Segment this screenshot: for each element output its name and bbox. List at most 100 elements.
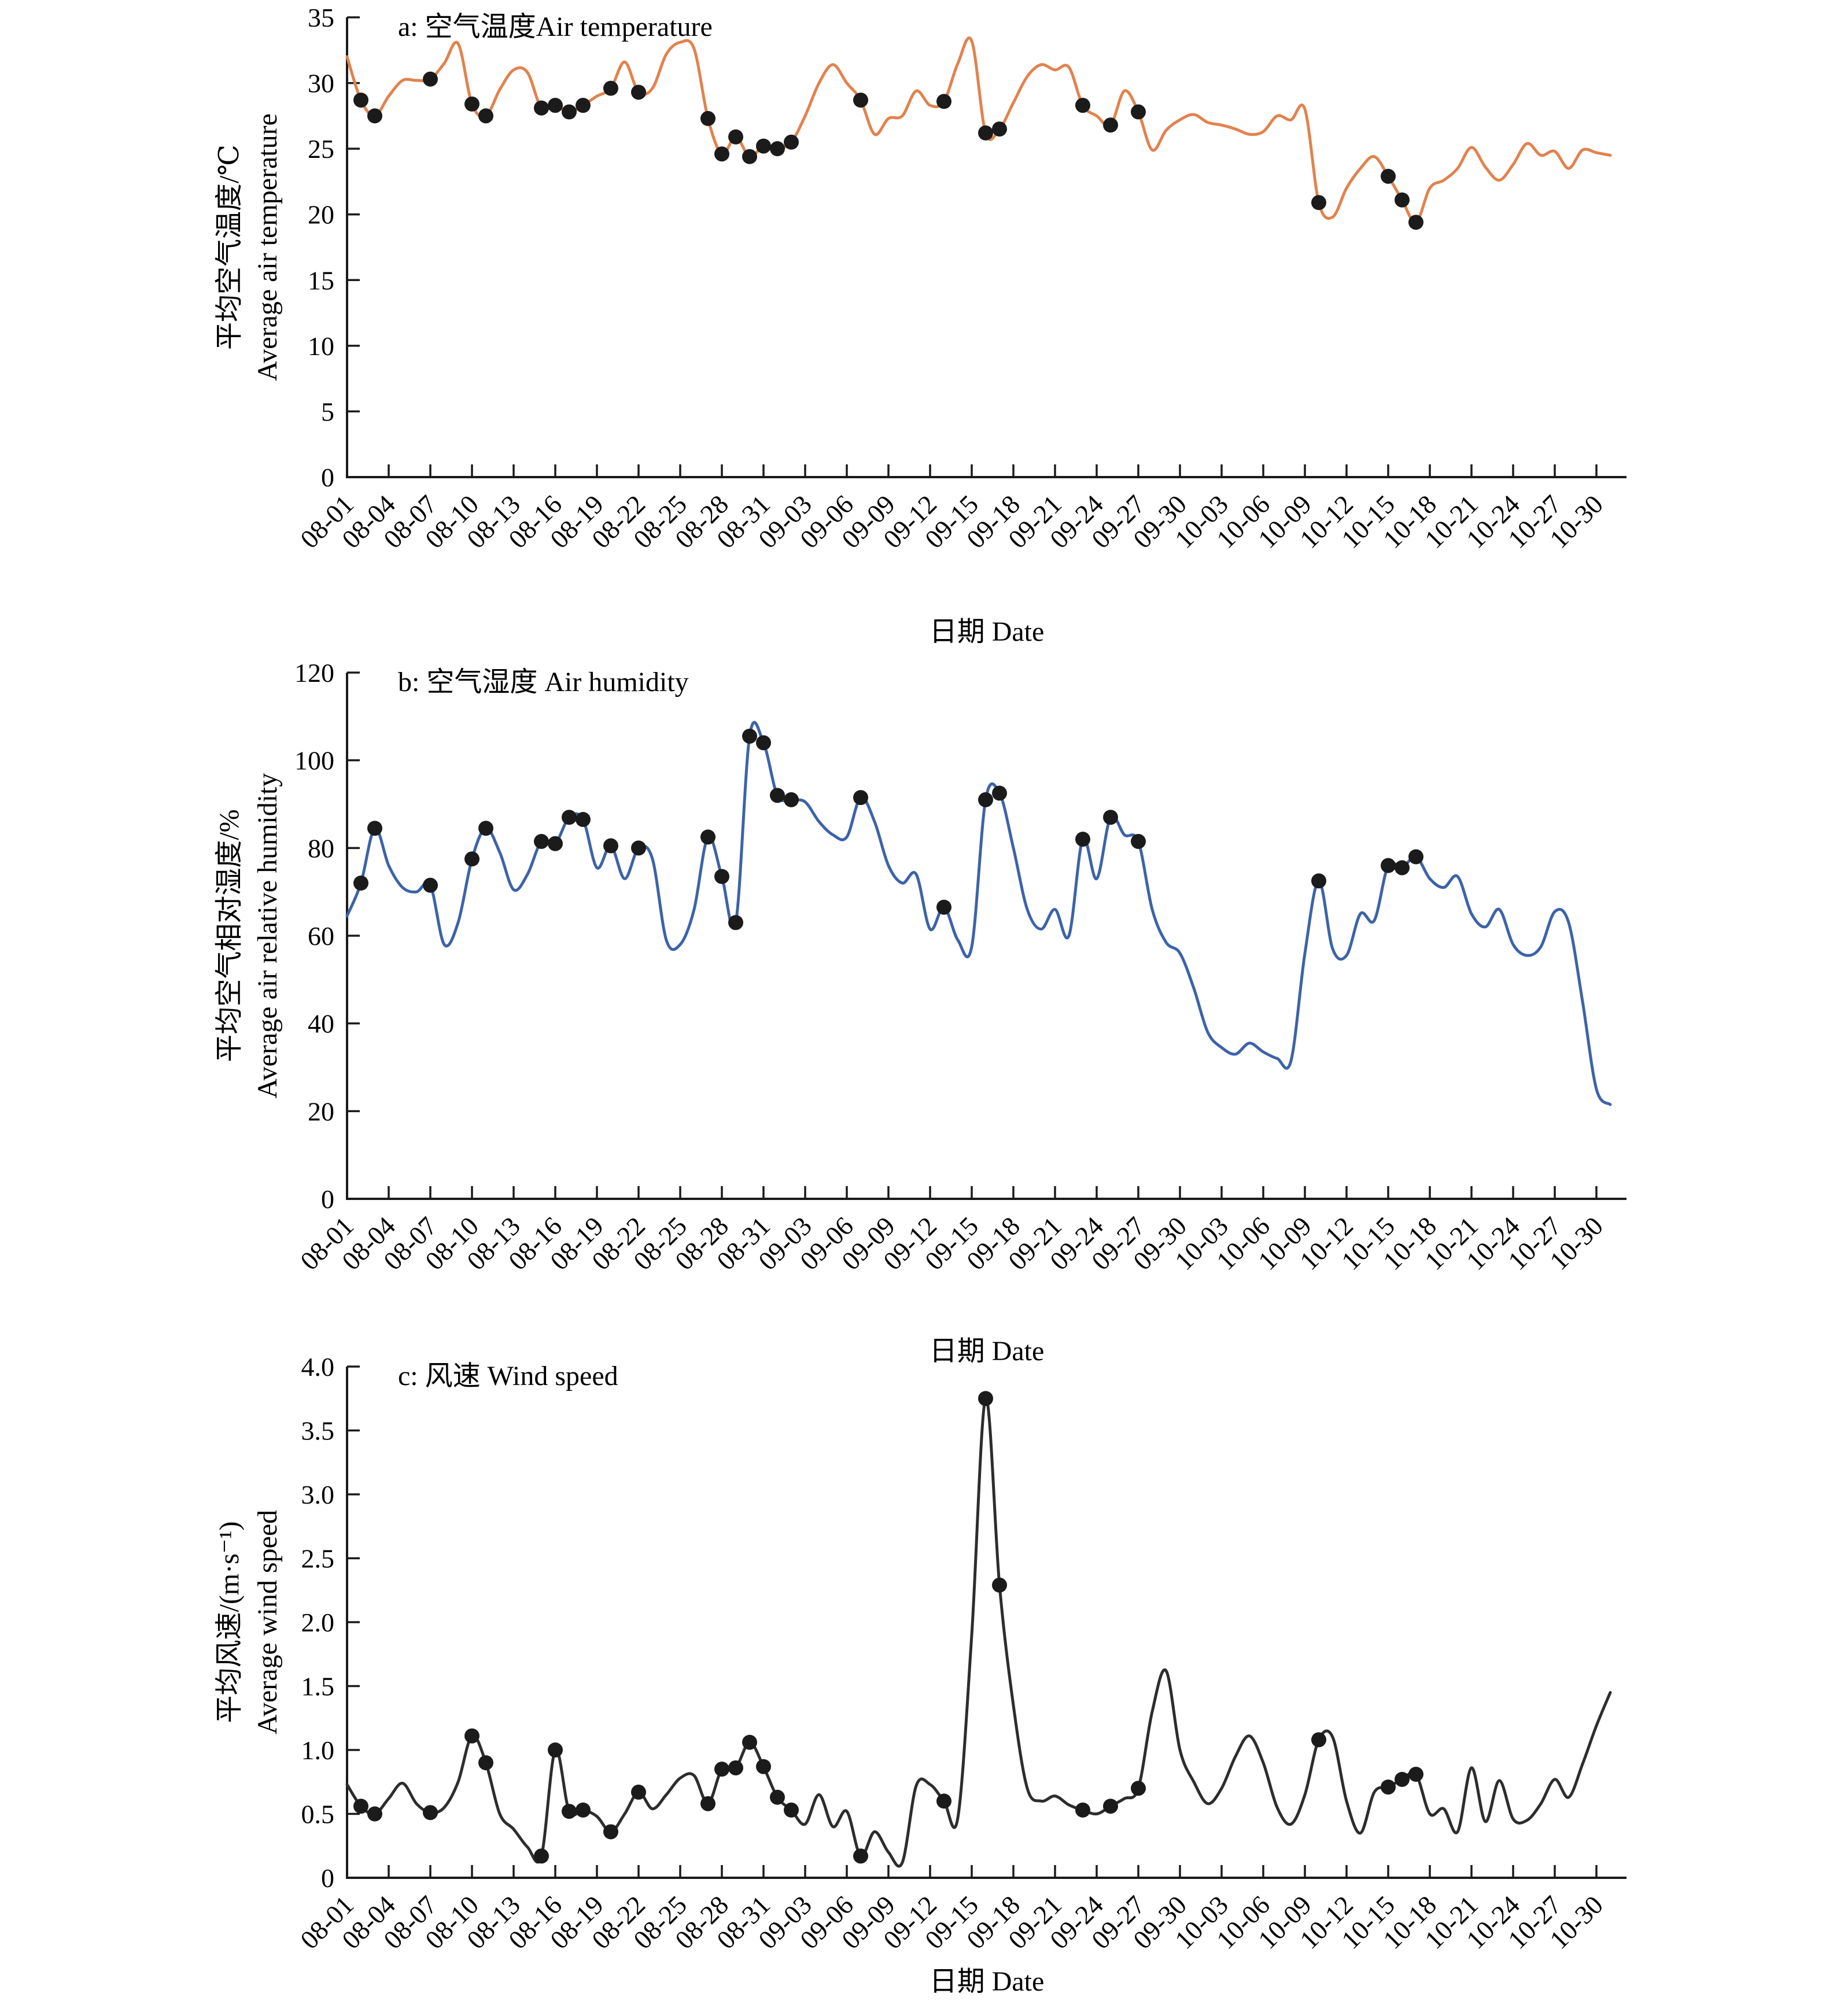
data-point-marker (728, 1760, 743, 1775)
data-point-marker (1075, 1802, 1090, 1818)
data-point-marker (548, 98, 563, 113)
y-axis-label-en: Average air temperature (252, 113, 283, 381)
data-point-marker (1395, 192, 1410, 208)
y-tick-label: 2.5 (301, 1544, 335, 1574)
data-point-marker (1395, 1771, 1410, 1787)
data-point-marker (1103, 1799, 1118, 1814)
data-point-marker (631, 1784, 646, 1800)
data-point-marker (1408, 1766, 1423, 1782)
data-point-marker (1131, 104, 1146, 120)
data-point-marker (978, 125, 993, 141)
y-tick-label: 1.5 (301, 1672, 335, 1701)
data-point-marker (714, 146, 729, 162)
data-point-marker (1311, 1732, 1326, 1748)
data-point-marker (714, 869, 729, 884)
data-point-marker (784, 134, 799, 150)
data-point-marker (1103, 810, 1118, 825)
data-point-marker (353, 1799, 368, 1814)
data-point-marker (576, 98, 591, 113)
x-axis-caption: 日期 Date (930, 1966, 1045, 1997)
y-tick-label: 80 (308, 833, 334, 863)
data-point-marker (576, 1802, 591, 1818)
data-point-marker (534, 833, 549, 849)
data-point-marker (576, 812, 591, 828)
data-point-marker (1075, 832, 1090, 847)
data-point-marker (978, 792, 993, 807)
y-tick-label: 15 (308, 265, 334, 295)
data-point-marker (784, 792, 799, 807)
y-tick-label: 0 (321, 1863, 334, 1893)
data-point-marker (464, 1728, 480, 1744)
data-point-marker (936, 94, 951, 109)
y-tick-label: 3.0 (301, 1480, 335, 1509)
y-axis-label-cn: 平均空气相对湿度/% (214, 809, 245, 1062)
chart-title: c: 风速 Wind speed (398, 1361, 618, 1391)
x-axis-caption: 日期 Date (930, 616, 1045, 647)
data-point-marker (423, 71, 438, 87)
y-tick-label: 10 (308, 331, 334, 361)
chart-panel-a: 0510152025303508-0108-0408-0708-1008-130… (214, 3, 1626, 647)
data-point-marker (770, 141, 785, 157)
data-point-marker (853, 93, 868, 108)
y-tick-label: 0 (321, 1184, 334, 1214)
data-point-marker (1381, 1779, 1396, 1795)
y-tick-label: 20 (308, 1096, 334, 1126)
data-point-marker (464, 851, 480, 867)
data-point-marker (756, 735, 771, 751)
data-point-marker (742, 728, 757, 744)
data-point-marker (353, 876, 368, 891)
data-point-marker (423, 1805, 438, 1821)
y-tick-label: 4.0 (301, 1352, 335, 1382)
y-tick-label: 40 (308, 1009, 334, 1039)
y-axis-label-cn: 平均空气温度/℃ (214, 145, 245, 350)
data-point-marker (478, 821, 493, 836)
data-point-marker (770, 788, 785, 803)
data-point-marker (1311, 873, 1326, 889)
data-point-marker (742, 1734, 757, 1750)
data-point-marker (423, 877, 438, 893)
data-point-marker (992, 1577, 1007, 1593)
y-tick-label: 1.0 (301, 1736, 335, 1765)
y-tick-label: 3.5 (301, 1416, 335, 1446)
data-point-marker (992, 121, 1007, 137)
data-point-marker (631, 84, 646, 100)
data-point-marker (367, 108, 382, 124)
y-tick-label: 35 (308, 3, 334, 32)
data-point-marker (1381, 168, 1396, 184)
data-point-marker (936, 899, 951, 915)
data-point-marker (534, 1848, 549, 1864)
data-point-marker (756, 138, 771, 154)
data-point-marker (714, 1762, 729, 1777)
series-line-c (345, 1397, 1612, 1868)
data-point-marker (464, 96, 480, 112)
y-tick-label: 20 (308, 200, 334, 230)
y-axis-label-cn: 平均风速/(m·s⁻¹) (214, 1521, 245, 1723)
data-point-marker (700, 1796, 715, 1811)
axes (346, 1367, 1626, 1879)
data-point-marker (353, 93, 368, 108)
data-point-marker (784, 1802, 799, 1818)
data-point-marker (756, 1759, 771, 1774)
data-point-marker (936, 1793, 951, 1809)
data-point-marker (1408, 849, 1423, 865)
data-point-marker (1381, 858, 1396, 873)
data-point-marker (978, 1391, 993, 1406)
axes (346, 673, 1626, 1200)
data-point-marker (1311, 195, 1326, 211)
data-point-marker (853, 790, 868, 806)
data-point-marker (1408, 215, 1423, 230)
data-point-marker (992, 785, 1007, 801)
data-point-marker (728, 129, 743, 145)
chart-title: b: 空气湿度 Air humidity (398, 667, 689, 697)
data-point-marker (603, 1824, 618, 1840)
data-point-marker (478, 108, 493, 124)
y-tick-label: 100 (294, 746, 334, 776)
data-point-marker (603, 80, 618, 96)
data-point-marker (603, 838, 618, 854)
y-tick-label: 120 (294, 658, 334, 688)
data-point-marker (1131, 833, 1146, 849)
data-point-marker (631, 840, 646, 856)
data-point-marker (367, 1806, 382, 1822)
y-tick-label: 25 (308, 134, 334, 164)
